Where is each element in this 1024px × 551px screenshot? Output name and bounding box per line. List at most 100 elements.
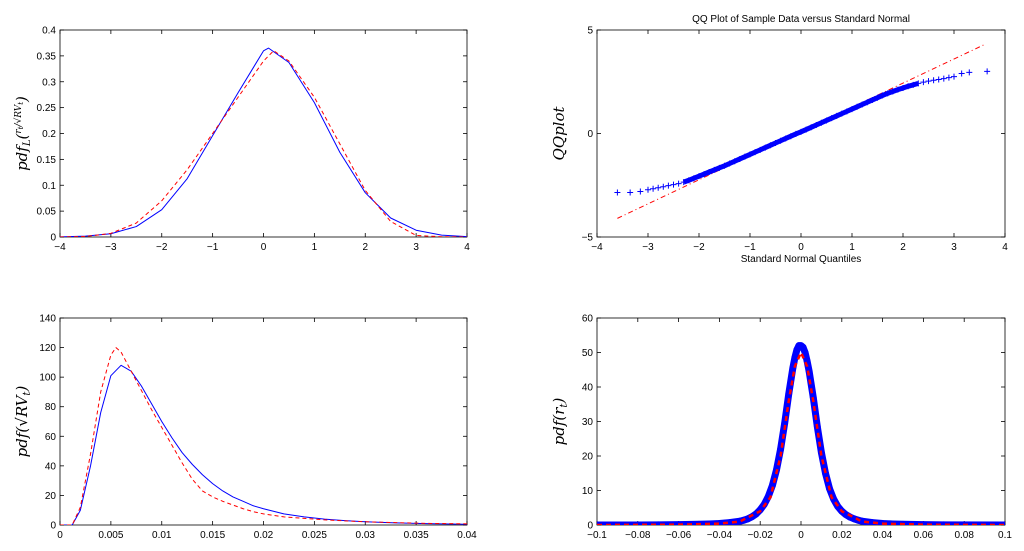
empirical-density-point <box>634 521 642 525</box>
x-tick-label: −1 <box>744 242 756 253</box>
y-tick-label: 60 <box>582 314 594 325</box>
y-tick-label: −5 <box>582 233 594 244</box>
x-tick-label: 2 <box>900 242 906 253</box>
x-tick-label: 4 <box>464 242 470 253</box>
panel-top-left-pdf-standardized-returns: −4 −3 −2 −1 0 1 2 3 4 0 0.05 0.1 0.15 0.2 0.25 0.3 0.35 0… <box>13 26 470 254</box>
qq-sample-point <box>614 189 621 196</box>
y-tick-label: 40 <box>582 383 594 394</box>
qq-sample-point <box>665 182 672 189</box>
plot-area <box>60 347 467 525</box>
density-line-solid <box>60 47 467 237</box>
x-tick-label: 0.04 <box>457 530 477 541</box>
qq-sample-point <box>925 78 932 85</box>
x-tick-label: 3 <box>413 242 419 253</box>
x-tick-label: 0.035 <box>404 530 429 541</box>
y-tick-label: 0 <box>587 129 593 140</box>
qq-sample-point <box>670 181 677 188</box>
y-tick-label: 60 <box>45 432 57 443</box>
qq-sample-point <box>645 186 651 193</box>
x-tick-label: −1 <box>207 242 219 253</box>
x-tick-label: 0.025 <box>302 530 327 541</box>
x-tick-label: 0.1 <box>998 530 1012 541</box>
y-tick-label: 0 <box>50 521 56 532</box>
x-tick-label: 4 <box>1002 242 1008 253</box>
qq-sample-point <box>660 183 667 190</box>
chart-title: QQ Plot of Sample Data versus Standard N… <box>692 14 910 25</box>
qq-reference-line <box>617 44 985 219</box>
empirical-density-point <box>789 364 797 372</box>
x-tick-label: 2 <box>362 242 368 253</box>
empirical-density-point <box>854 516 862 524</box>
x-tick-label: 0 <box>261 242 267 253</box>
x-tick-label: −2 <box>693 242 705 253</box>
x-tick-label: −2 <box>156 242 168 253</box>
empirical-density-point <box>801 349 809 356</box>
x-tick-label: 0 <box>798 242 804 253</box>
y-axis-label: pdf(rt) <box>550 398 570 446</box>
empirical-density-point <box>838 507 846 515</box>
y-tick-label: 100 <box>39 373 56 384</box>
x-tick-label: −0.04 <box>707 530 733 541</box>
x-tick-label: 0.01 <box>152 530 172 541</box>
y-tick-label: 0.3 <box>42 77 56 88</box>
y-axis-label: pdfL(rt/√RVt) <box>13 96 33 171</box>
empirical-density-point <box>813 423 821 431</box>
empirical-density-point <box>797 342 805 350</box>
x-tick-label: −0.08 <box>625 530 651 541</box>
y-tick-label: 120 <box>39 343 56 354</box>
x-tick-label: 0 <box>798 530 804 541</box>
x-tick-label: −0.06 <box>666 530 692 541</box>
y-axis-label: pdf(√RVt) <box>13 386 33 458</box>
y-tick-label: 5 <box>587 26 593 37</box>
x-tick-label: 0.06 <box>914 530 934 541</box>
plot-area <box>614 44 991 219</box>
panel-bottom-left-pdf-realized-volatility: 0 0.005 0.01 0.015 0.02 0.025 0.03 0.035 0.04 0 20… <box>13 314 477 542</box>
empirical-density-point <box>785 390 793 398</box>
y-tick-label: 0.1 <box>42 181 56 192</box>
x-tick-label: −3 <box>642 242 654 253</box>
x-tick-label: 3 <box>951 242 957 253</box>
y-tick-label: 80 <box>45 402 57 413</box>
plot-area <box>597 342 1005 525</box>
qq-sample-point <box>655 184 662 191</box>
y-tick-label: 0.35 <box>37 51 57 62</box>
qq-sample-point <box>940 75 947 82</box>
y-tick-label: 30 <box>582 417 594 428</box>
qq-sample-point <box>930 77 937 84</box>
empirical-density-point <box>818 449 825 456</box>
qq-sample-point <box>984 68 991 75</box>
panel-bottom-right-pdf-returns: −0.1 −0.08 −0.06 −0.04 −0.02 0 0.02 0.04 0.06 0.0… <box>550 314 1012 542</box>
qq-sample-band <box>682 81 919 185</box>
x-tick-label: −0.02 <box>748 530 774 541</box>
plot-area <box>60 47 467 237</box>
y-tick-label: 0.05 <box>37 207 57 218</box>
y-tick-label: 20 <box>582 452 594 463</box>
qq-sample-point <box>675 180 682 187</box>
x-tick-label: 0.04 <box>873 530 893 541</box>
qq-sample-point <box>935 76 942 83</box>
x-tick-label: 0.005 <box>98 530 123 541</box>
y-tick-label: 0.2 <box>42 129 56 140</box>
qq-sample-point <box>920 79 927 86</box>
qq-sample-point <box>945 74 952 81</box>
x-tick-label: 0.015 <box>200 530 225 541</box>
x-tick-label: 1 <box>849 242 855 253</box>
empirical-density-point <box>830 495 838 503</box>
y-tick-label: 0.15 <box>37 155 57 166</box>
y-tick-label: 50 <box>582 348 594 359</box>
density-line-dashed <box>60 50 467 237</box>
x-tick-label: −4 <box>591 242 603 253</box>
y-tick-label: 0 <box>50 233 56 244</box>
x-tick-label: 0.02 <box>832 530 852 541</box>
empirical-density-point <box>795 342 803 350</box>
x-tick-label: −3 <box>105 242 117 253</box>
qq-sample-point <box>637 188 644 195</box>
qq-sample-point <box>650 185 657 192</box>
axes-box <box>596 317 1006 526</box>
empirical-density-point <box>756 506 764 514</box>
x-tick-label: 0.03 <box>356 530 376 541</box>
empirical-density-point <box>614 521 621 525</box>
y-tick-label: 0 <box>587 521 593 532</box>
x-tick-label: 0.08 <box>954 530 974 541</box>
y-tick-label: 10 <box>582 486 594 497</box>
